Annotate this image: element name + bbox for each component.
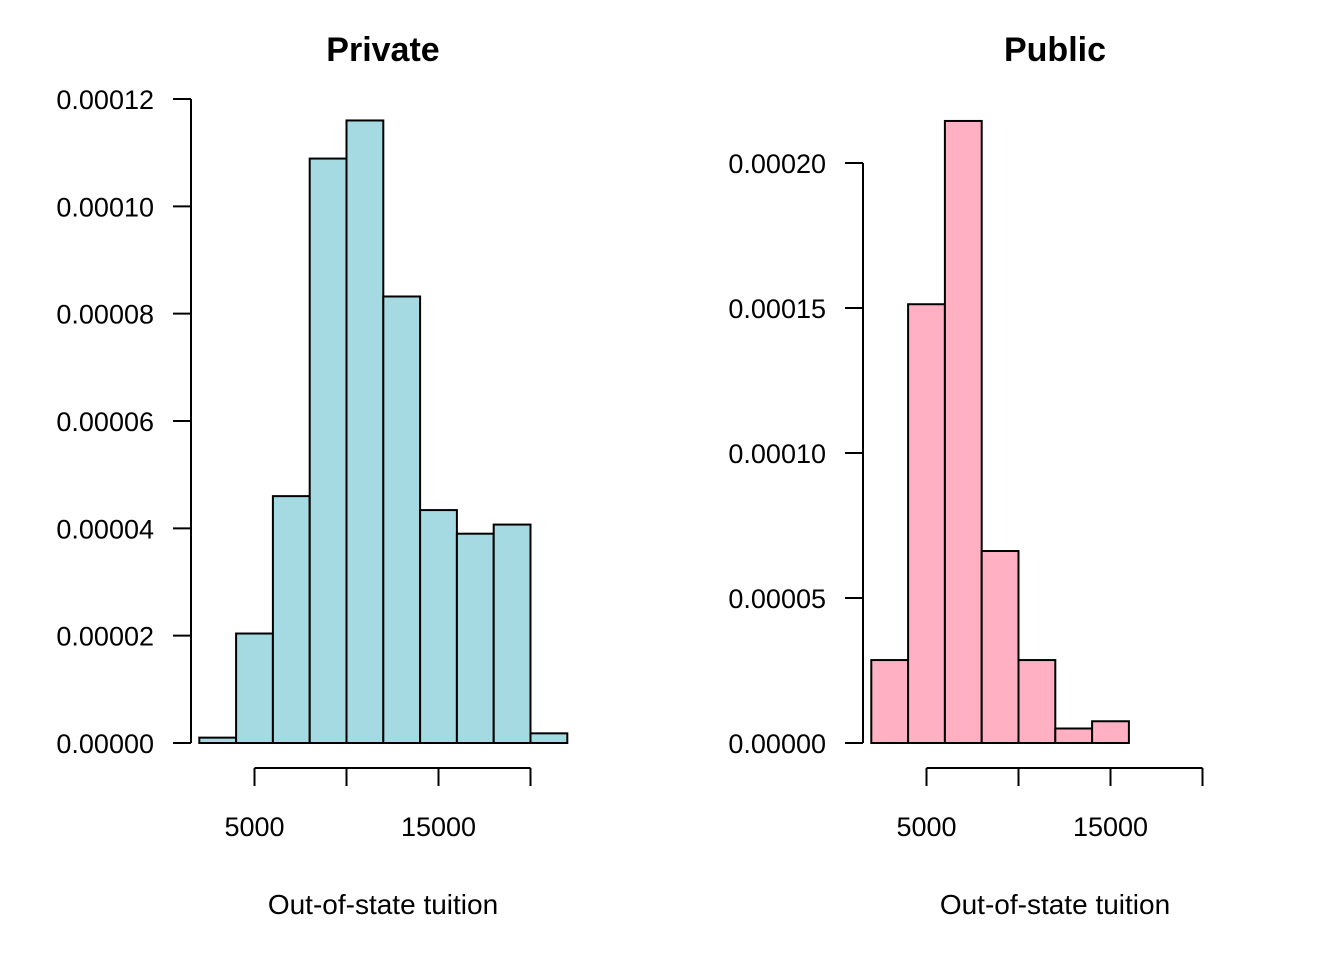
chart-title: Private bbox=[326, 31, 439, 69]
histogram-bar bbox=[308, 157, 348, 744]
public-histogram-panel: Public Out-of-state tuition 0.000000.000… bbox=[728, 31, 1204, 920]
histogram-bar bbox=[907, 303, 946, 744]
bars-group bbox=[198, 119, 569, 745]
histogram-bar bbox=[382, 295, 422, 744]
y-tick-label: 0.00015 bbox=[728, 294, 826, 324]
chart-title: Public bbox=[1004, 31, 1106, 69]
x-tick-label: 5000 bbox=[224, 812, 284, 842]
y-tick-label: 0.00020 bbox=[728, 149, 826, 179]
y-tick-label: 0.00000 bbox=[728, 729, 826, 759]
x-axis: 5000 15000 bbox=[896, 767, 1204, 842]
y-tick-label: 0.00000 bbox=[56, 729, 154, 759]
histogram-bar bbox=[419, 509, 458, 744]
x-tick-label: 15000 bbox=[401, 812, 476, 842]
histogram-bar bbox=[529, 732, 569, 745]
private-histogram-panel: Private Out-of-state tuition 0.000000.00… bbox=[56, 31, 569, 920]
y-tick-label: 0.00010 bbox=[56, 192, 154, 222]
bars-group bbox=[870, 119, 1130, 745]
y-tick-label: 0.00005 bbox=[728, 584, 826, 614]
histogram-bar bbox=[198, 736, 238, 745]
x-tick-label: 5000 bbox=[896, 812, 956, 842]
histogram-bar bbox=[455, 532, 495, 745]
y-tick-label: 0.00002 bbox=[56, 622, 154, 652]
histogram-bar bbox=[492, 523, 532, 744]
histogram-bar bbox=[345, 119, 385, 744]
histogram-bar bbox=[980, 550, 1020, 745]
x-axis-label: Out-of-state tuition bbox=[940, 889, 1170, 920]
histogram-bar bbox=[1054, 727, 1094, 744]
histogram-bar bbox=[1017, 659, 1057, 744]
histogram-bar bbox=[1091, 720, 1130, 744]
histogram-bar bbox=[271, 495, 311, 744]
y-tick-label: 0.00008 bbox=[56, 300, 154, 330]
y-tick-label: 0.00010 bbox=[728, 439, 826, 469]
x-tick-label: 15000 bbox=[1073, 812, 1148, 842]
y-tick-label: 0.00006 bbox=[56, 407, 154, 437]
x-axis-label: Out-of-state tuition bbox=[268, 889, 498, 920]
histogram-bar bbox=[235, 632, 274, 745]
histogram-bar bbox=[870, 659, 910, 744]
y-axis: 0.00000 0.00005 0.00010 0.00015 0.00020 bbox=[728, 149, 864, 759]
histogram-bar bbox=[943, 119, 983, 744]
y-tick-label: 0.00004 bbox=[56, 514, 154, 544]
x-axis: 5000 15000 bbox=[224, 767, 532, 842]
y-tick-label: 0.00012 bbox=[56, 85, 154, 115]
y-axis: 0.00000 0.00002 0.00004 0.00006 0.00008 0.000… bbox=[56, 85, 192, 759]
